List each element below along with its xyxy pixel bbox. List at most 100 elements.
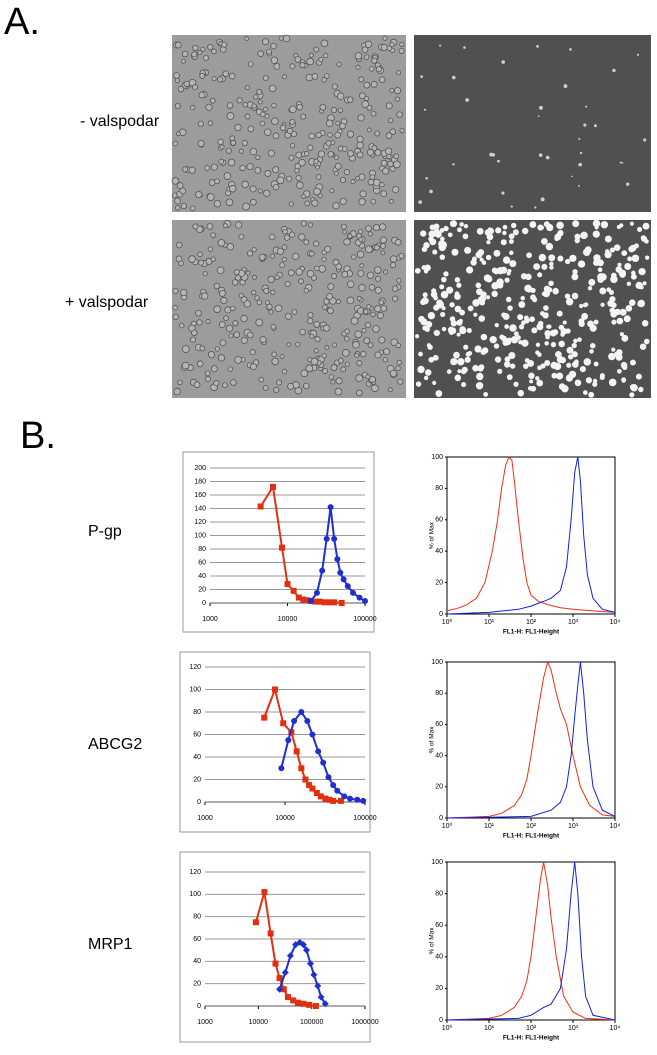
cell [441, 326, 447, 332]
cell [504, 361, 511, 368]
y-tick-label: 80 [198, 546, 206, 553]
cell [588, 278, 596, 286]
cell [483, 391, 489, 397]
cell [399, 127, 405, 134]
cell [332, 342, 337, 348]
cell [256, 299, 263, 306]
cell [561, 385, 569, 393]
cell [324, 245, 332, 253]
row-label: + valspodar [65, 294, 149, 311]
cell [375, 66, 383, 73]
y-tick-label: 160 [194, 492, 206, 499]
cell [352, 341, 360, 349]
cell [574, 379, 582, 387]
cell [471, 256, 477, 262]
marker [362, 597, 368, 604]
cell [624, 262, 632, 271]
cell [346, 130, 355, 138]
cell [234, 123, 242, 132]
cell [206, 193, 215, 201]
marker [315, 748, 322, 755]
cell [330, 106, 337, 114]
cell [268, 309, 274, 315]
marker [331, 599, 338, 606]
cell [313, 348, 319, 354]
cell [393, 160, 401, 169]
cell [298, 233, 306, 241]
cell [263, 287, 270, 294]
cell [589, 342, 596, 349]
cell [358, 237, 364, 243]
cell [494, 356, 502, 363]
cell [486, 240, 491, 245]
cell [305, 364, 314, 373]
cell [374, 149, 382, 156]
cell [213, 282, 220, 290]
cell [374, 130, 381, 137]
cell [190, 336, 197, 343]
marker [285, 737, 292, 744]
cell [432, 354, 439, 361]
cell [372, 325, 380, 333]
cell [355, 389, 363, 397]
cell [175, 241, 183, 249]
y-tick-label: 0 [439, 815, 443, 822]
cell [318, 265, 327, 273]
cell [616, 317, 624, 325]
cell [331, 83, 338, 90]
cell [192, 44, 199, 52]
cell [452, 163, 455, 166]
cell [344, 361, 350, 367]
cell [456, 332, 461, 337]
cell [300, 369, 309, 378]
cell [238, 292, 244, 299]
series-line [259, 484, 342, 604]
cell [428, 356, 435, 363]
x-tick-label: 1000 [197, 1019, 213, 1026]
cell [378, 336, 386, 344]
x-axis-label: FL1-H: FL1-Height [503, 1035, 560, 1042]
cell [573, 338, 578, 344]
cell [489, 152, 494, 157]
cell [597, 259, 604, 267]
cell [276, 379, 283, 386]
cell [371, 145, 378, 152]
y-tick-label: 40 [435, 954, 443, 961]
cell [172, 313, 179, 321]
cell [364, 322, 372, 329]
cell [366, 104, 373, 111]
cell [390, 262, 397, 269]
cell [500, 266, 508, 274]
cell [286, 127, 293, 135]
cell [529, 221, 537, 228]
cell [226, 102, 234, 109]
cell [295, 174, 302, 182]
y-tick-label: 80 [193, 914, 201, 921]
cell [592, 378, 598, 384]
cell [369, 174, 376, 180]
cell [225, 147, 232, 154]
cell [582, 390, 588, 395]
cell [282, 34, 291, 43]
cell [244, 85, 250, 91]
cell [366, 304, 372, 310]
marker [313, 790, 320, 796]
cell [545, 242, 554, 251]
marker [261, 714, 268, 721]
cell [639, 285, 644, 290]
cell [356, 250, 365, 259]
cell [313, 158, 319, 165]
cell [532, 298, 537, 303]
cell [287, 382, 295, 390]
panel-letter: A. [4, 1, 40, 43]
cell [509, 260, 517, 268]
cell [557, 255, 564, 262]
cell [218, 321, 226, 329]
cell [207, 350, 216, 359]
cell [543, 221, 550, 228]
cell [615, 266, 623, 273]
cell [322, 368, 328, 374]
cell [467, 305, 474, 312]
cell [619, 161, 622, 164]
cell [346, 296, 355, 305]
